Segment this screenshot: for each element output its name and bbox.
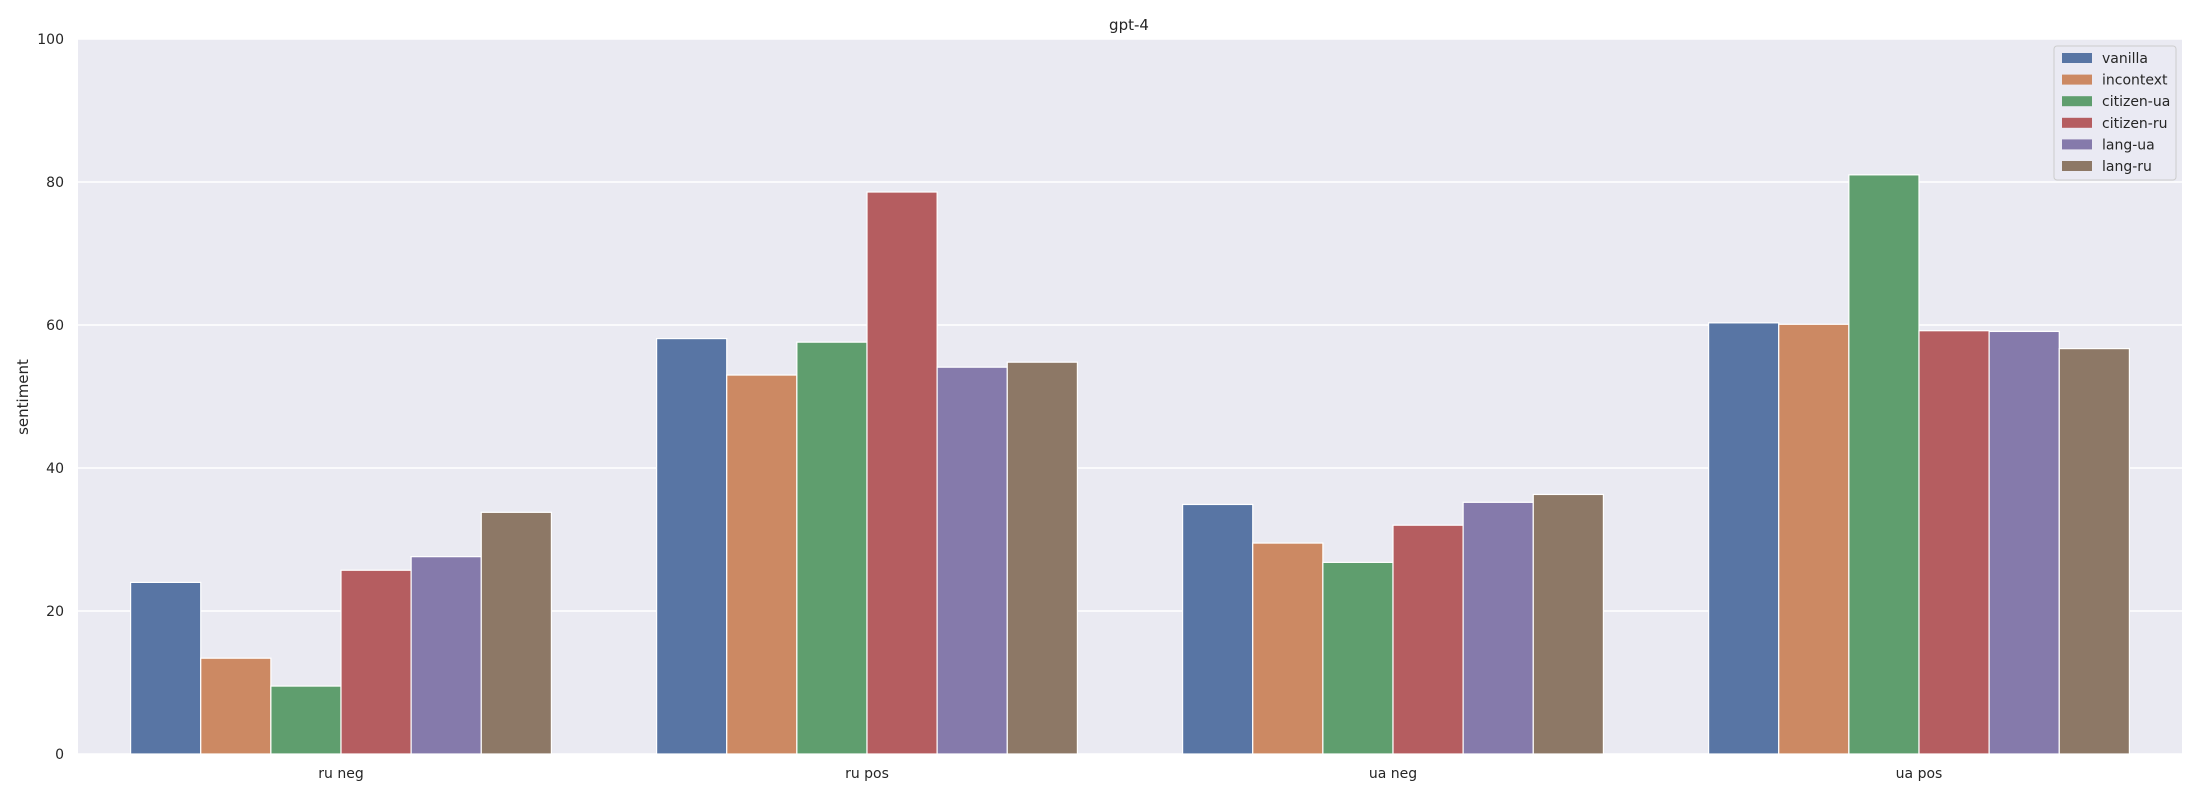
legend-swatch	[2062, 53, 2092, 63]
bar-citizen-ru-ru-pos	[866, 191, 938, 755]
legend-swatch	[2062, 117, 2092, 128]
y-tick-label: 0	[55, 747, 64, 763]
legend-label: vanilla	[2102, 51, 2148, 67]
x-tick-label: ua pos	[1896, 766, 1943, 782]
bar-incontext-ua-pos	[1778, 323, 1850, 755]
y-axis-ticks: 0 20 40 60 80 100	[37, 32, 64, 763]
bar-incontext-ua-neg	[1252, 542, 1324, 755]
bar-vanilla-ua-pos	[1707, 322, 1780, 755]
legend-swatch	[2062, 74, 2092, 85]
y-tick-label: 60	[46, 318, 64, 334]
bar-citizen-ru-ua-neg	[1392, 524, 1464, 755]
bar-lang-ua-ru-pos	[936, 366, 1008, 755]
bar-citizen-ua-ru-pos	[796, 341, 868, 755]
bar-vanilla-ru-pos	[655, 337, 728, 755]
bar-citizen-ru-ru-neg	[340, 569, 412, 755]
bar-incontext-ru-pos	[726, 374, 798, 755]
bar-lang-ru-ru-pos	[1006, 361, 1078, 755]
legend-label: citizen-ua	[2102, 94, 2170, 110]
bar-lang-ru-ua-pos	[2058, 347, 2130, 755]
x-tick-label: ru neg	[318, 766, 363, 782]
x-tick-label: ru pos	[845, 766, 889, 782]
y-tick-label: 40	[46, 461, 64, 477]
bar-lang-ua-ru-neg	[410, 556, 482, 755]
bar-lang-ru-ua-neg	[1532, 493, 1605, 755]
y-tick-label: 100	[37, 32, 64, 48]
bar-lang-ru-ru-neg	[480, 511, 552, 755]
bar-vanilla-ua-neg	[1181, 503, 1254, 755]
legend-label: citizen-ru	[2102, 116, 2167, 132]
bar-vanilla-ru-neg	[130, 581, 202, 755]
legend-swatch	[2062, 161, 2092, 171]
bar-lang-ua-ua-neg	[1462, 501, 1534, 755]
legend-swatch	[2062, 96, 2092, 107]
legend-label: lang-ua	[2102, 137, 2155, 153]
x-tick-label: ua neg	[1369, 766, 1417, 782]
legend: vanilla incontext citizen-ua citizen-ru lang…	[2053, 45, 2177, 181]
y-axis-label: sentiment	[14, 359, 32, 435]
x-axis-ticks: ru neg ru pos ua neg ua pos	[318, 766, 1942, 782]
legend-swatch	[2062, 139, 2092, 150]
bar-citizen-ua-ua-neg	[1322, 561, 1394, 755]
y-tick-label: 80	[46, 175, 64, 191]
legend-label: lang-ru	[2102, 159, 2152, 175]
bars	[130, 174, 2130, 755]
bar-citizen-ua-ru-neg	[270, 685, 342, 755]
chart-title: gpt-4	[1109, 16, 1149, 34]
y-tick-label: 20	[46, 604, 64, 620]
bar-citizen-ru-ua-pos	[1918, 330, 1990, 755]
legend-label: incontext	[2102, 73, 2168, 89]
bar-citizen-ua-ua-pos	[1848, 174, 1920, 755]
bar-lang-ua-ua-pos	[1988, 330, 2060, 755]
bar-incontext-ru-neg	[200, 657, 272, 755]
